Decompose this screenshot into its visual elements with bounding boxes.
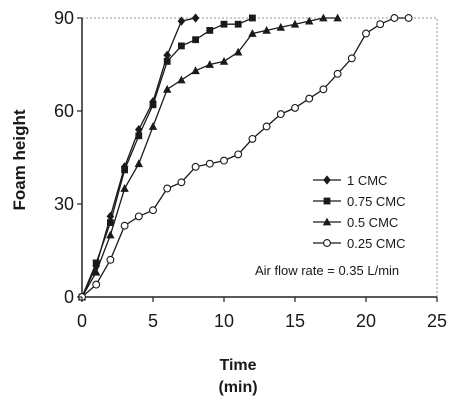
legend-label: 1 CMC	[347, 173, 387, 188]
data-point	[347, 54, 356, 63]
data-point	[205, 159, 214, 168]
data-point	[135, 125, 143, 135]
data-point	[148, 122, 158, 130]
data-point	[92, 259, 100, 267]
x-tick-label: 5	[148, 311, 158, 331]
y-tick-label: 30	[54, 194, 74, 214]
data-point	[163, 50, 171, 60]
y-tick-label: 90	[54, 8, 74, 28]
data-point	[177, 178, 186, 187]
data-point	[163, 58, 171, 65]
data-point	[276, 110, 285, 119]
data-point	[149, 206, 157, 215]
data-point	[390, 14, 399, 22]
x-axis-unit: (min)	[218, 379, 257, 396]
data-point	[205, 60, 214, 68]
data-point	[319, 85, 328, 94]
data-point	[192, 36, 199, 44]
data-point	[248, 134, 257, 143]
data-point	[333, 69, 342, 78]
data-point	[305, 16, 314, 25]
data-point	[120, 184, 129, 192]
data-point	[149, 101, 157, 109]
legend-marker	[323, 175, 331, 185]
legend-label: 0.75 CMC	[347, 194, 406, 209]
data-point	[121, 166, 128, 174]
x-tick-label: 0	[77, 311, 87, 331]
data-point	[134, 212, 143, 221]
data-point	[333, 13, 342, 22]
legend-entry: 0.5 CMC	[313, 215, 398, 230]
data-point	[135, 132, 143, 140]
data-point	[220, 156, 228, 165]
legend-label: 0.5 CMC	[347, 215, 398, 230]
x-axis-label: Time	[219, 357, 256, 374]
data-point	[404, 14, 413, 22]
data-point	[163, 84, 172, 93]
data-point	[262, 122, 271, 131]
data-point	[290, 19, 300, 28]
data-point	[319, 13, 328, 22]
data-point	[234, 150, 243, 159]
x-tick-label: 20	[356, 311, 376, 331]
data-point	[206, 27, 214, 34]
data-point	[120, 221, 129, 230]
legend-entry: 0.75 CMC	[313, 194, 406, 209]
data-point	[276, 22, 285, 31]
data-point	[248, 29, 257, 37]
y-tick-label: 0	[64, 287, 74, 307]
air-flow-annotation: Air flow rate = 0.35 L/min	[255, 263, 399, 278]
data-point	[376, 20, 385, 29]
data-point	[220, 20, 228, 28]
x-tick-label: 25	[427, 311, 447, 331]
data-point	[362, 29, 370, 38]
legend-label: 0.25 CMC	[347, 236, 406, 251]
data-point	[305, 94, 314, 103]
data-point	[291, 103, 299, 112]
data-point	[191, 66, 200, 75]
data-point	[262, 26, 271, 34]
series-3	[78, 14, 413, 301]
data-point	[191, 13, 200, 23]
legend-marker	[323, 239, 331, 247]
data-point	[134, 159, 143, 168]
data-point	[249, 14, 256, 22]
x-tick-label: 15	[285, 311, 305, 331]
legend-marker	[322, 217, 332, 226]
data-point	[219, 57, 229, 65]
legend-entry: 1 CMC	[313, 173, 387, 188]
x-tick-label: 10	[214, 311, 234, 331]
legend-marker	[323, 197, 331, 205]
data-point	[177, 16, 186, 26]
data-point	[106, 255, 115, 264]
data-point	[177, 75, 186, 84]
y-tick-label: 60	[54, 101, 74, 121]
data-point	[234, 20, 242, 28]
data-point	[107, 219, 114, 226]
data-point	[163, 184, 172, 193]
data-point	[106, 230, 115, 239]
y-axis-label: Foam height	[10, 109, 29, 210]
legend-entry: 0.25 CMC	[313, 236, 406, 251]
data-point	[234, 47, 243, 56]
data-point	[92, 280, 101, 289]
data-point	[178, 42, 185, 50]
data-point	[92, 267, 101, 276]
data-point	[191, 162, 200, 171]
